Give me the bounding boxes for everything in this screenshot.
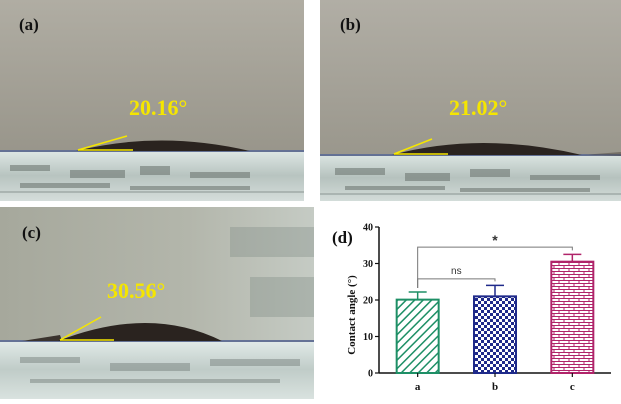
droplet-c — [58, 323, 222, 341]
angle-value-a: 20.16° — [129, 95, 188, 120]
contact-angle-chart: (d) Contact angle (°) 0 10 20 30 40 a b c ns * — [322, 205, 621, 399]
droplet-a — [76, 140, 250, 151]
droplet-photo-c — [0, 207, 314, 399]
angle-line-b-upper — [393, 138, 433, 155]
panel-label-b: (b) — [340, 15, 361, 34]
panel-label-a: (a) — [19, 15, 39, 34]
chart-svg: (d) Contact angle (°) 0 10 20 30 40 a b c ns * — [332, 223, 611, 393]
x-tick-label-c: c — [570, 381, 575, 393]
bar-c — [550, 260, 595, 374]
angle-line-c-upper — [59, 316, 102, 341]
chart-marks: 0 10 20 30 40 a b c ns * — [363, 223, 611, 393]
y-tick-label-10: 10 — [363, 332, 373, 343]
y-tick-label-30: 30 — [363, 259, 373, 270]
significance-label-a-c: * — [492, 232, 498, 248]
panel-label-d: (d) — [332, 228, 353, 247]
y-axis-label: Contact angle (°) — [346, 275, 358, 355]
droplet-photo-a — [0, 0, 304, 201]
panel-c: (c) 30.56° — [0, 207, 314, 399]
x-tick-label-a: a — [415, 381, 421, 393]
y-tick-label-20: 20 — [363, 296, 373, 307]
panel-label-c: (c) — [22, 223, 41, 242]
y-tick-label-40: 40 — [363, 223, 373, 234]
panel-b: (b) 21.02° — [320, 0, 621, 201]
panel-a: (a) 20.16° — [0, 0, 304, 201]
droplet-b — [392, 143, 582, 155]
y-tick-label-0: 0 — [368, 369, 373, 380]
bar-b — [473, 295, 517, 374]
x-tick-label-b: b — [492, 381, 498, 393]
significance-bracket-a-b — [417, 278, 496, 288]
angle-value-b: 21.02° — [449, 95, 508, 120]
droplet-photo-b — [320, 0, 621, 201]
angle-line-a-upper — [77, 135, 128, 151]
angle-value-c: 30.56° — [107, 278, 166, 303]
significance-bracket-a-c — [417, 246, 573, 288]
significance-label-a-b: ns — [451, 266, 462, 277]
bar-a — [395, 298, 440, 374]
